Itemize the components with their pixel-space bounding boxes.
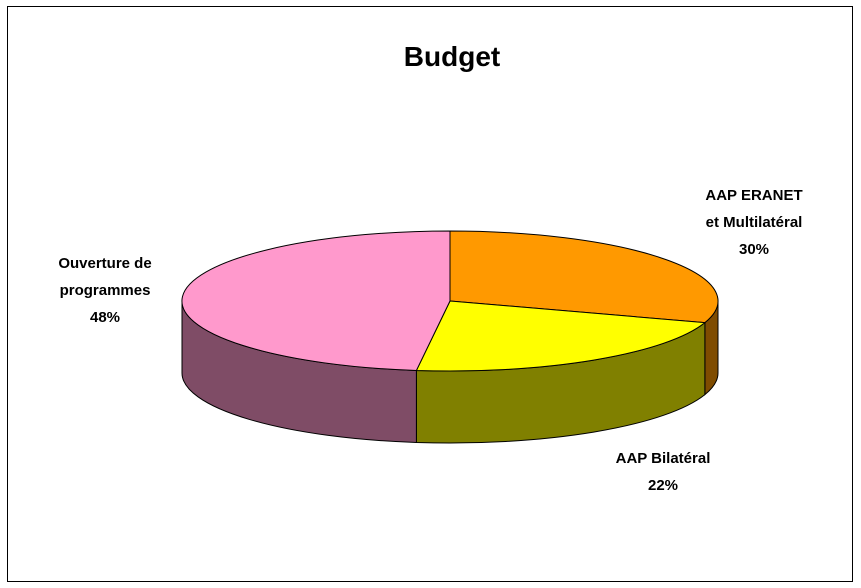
slice-label-1: AAP Bilatéral 22% <box>616 450 711 494</box>
slice-label-2: Ouverture de programmes 48% <box>58 255 151 326</box>
slice-name-label: Ouverture de <box>58 255 151 272</box>
pie-slice-0 <box>449 230 719 324</box>
slice-percent-label: 22% <box>648 477 678 494</box>
slice-percent-label: 48% <box>90 309 120 326</box>
slice-name-label: AAP ERANET <box>705 187 802 204</box>
slice-name-label: AAP Bilatéral <box>616 450 711 467</box>
slice-name-label: et Multilatéral <box>706 214 803 231</box>
slice-percent-label: 30% <box>739 241 769 258</box>
chart-title: Budget <box>404 41 500 72</box>
slice-name-label: programmes <box>60 282 151 299</box>
pie-slice-2 <box>181 230 451 371</box>
pie-slice-1 <box>415 300 707 372</box>
slice-label-0: AAP ERANET et Multilatéral 30% <box>705 187 802 258</box>
